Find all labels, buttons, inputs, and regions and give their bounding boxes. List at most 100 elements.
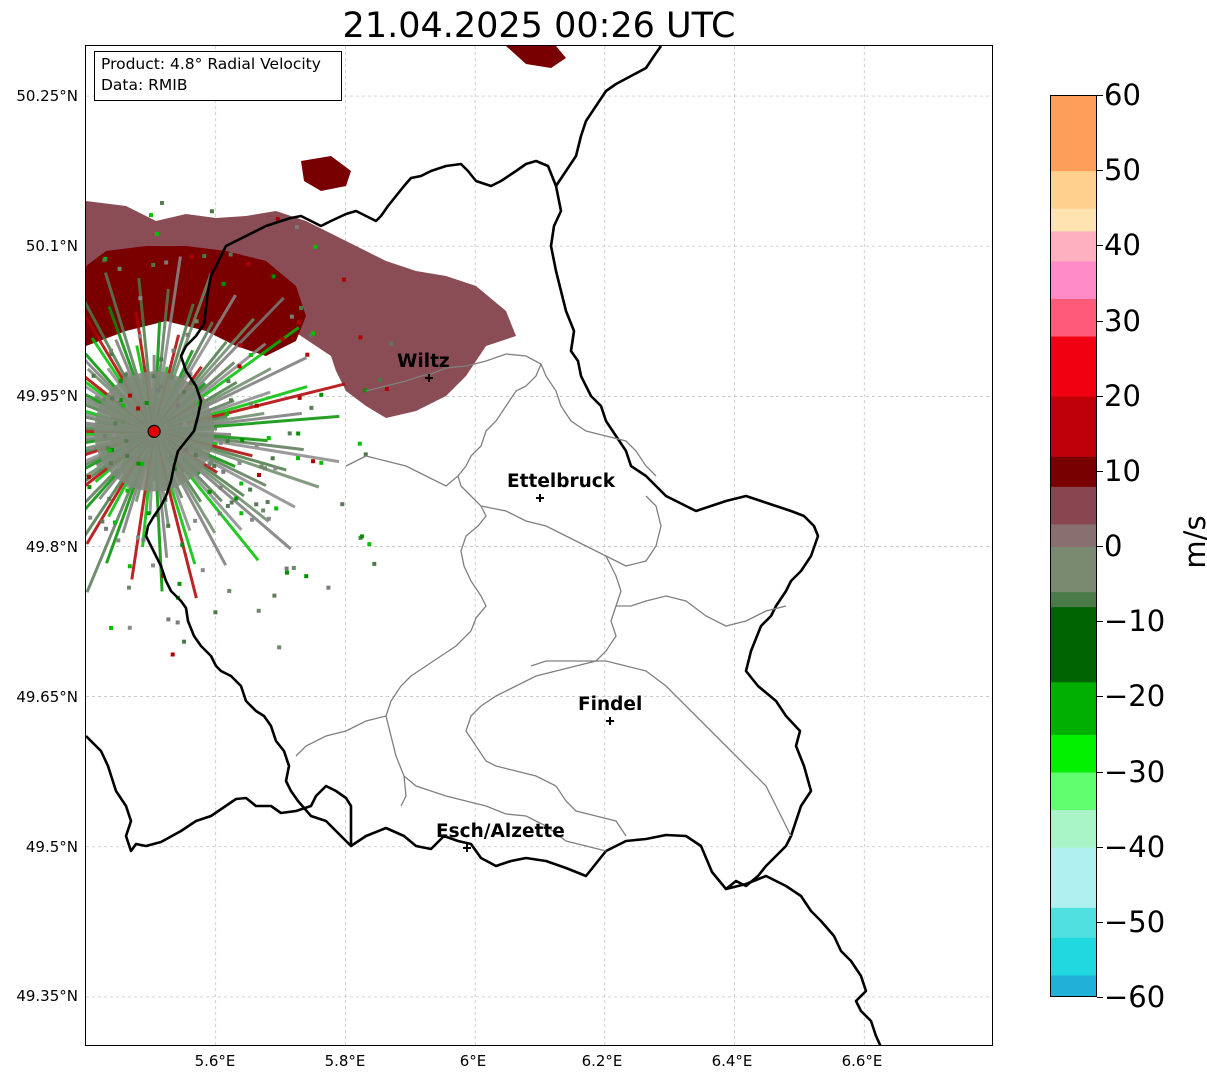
colorbar-tick-mark <box>1097 170 1103 172</box>
colorbar-tick-label: 50 <box>1104 153 1141 188</box>
echo-pixel <box>125 453 130 458</box>
echo-pixel <box>270 456 275 461</box>
country-border-belgium-france <box>86 735 353 853</box>
country-border-germany-south <box>725 874 882 1045</box>
echo-pixel <box>221 469 226 474</box>
echo-pixel <box>237 364 242 369</box>
echo-pixel <box>194 319 199 324</box>
echo-pixel <box>250 517 255 522</box>
echo-pixel <box>112 520 117 525</box>
echo-pixel <box>182 639 187 644</box>
radar-site-marker[interactable] <box>147 424 161 438</box>
city-marker-findel <box>606 717 614 725</box>
city-marker-wiltz <box>425 374 433 382</box>
echo-pixel <box>176 454 181 459</box>
echo-pixel <box>313 244 318 249</box>
echo-pixel <box>239 481 244 486</box>
echo-pixel <box>367 542 372 547</box>
city-label-ettelbruck: Ettelbruck <box>507 471 616 492</box>
echo-pixel <box>289 314 294 319</box>
echo-pixel <box>182 390 187 395</box>
colorbar-segment <box>1051 171 1096 210</box>
colorbar-tick-label: −60 <box>1104 980 1166 1014</box>
colorbar-segment <box>1051 524 1096 548</box>
echo-pixel <box>118 398 123 403</box>
echo-pixel <box>291 565 296 570</box>
echo-pixel <box>359 534 364 539</box>
city-marker-ettelbruck <box>536 494 544 502</box>
echo-pixel <box>209 209 214 214</box>
echo-pixel <box>275 216 280 221</box>
echo-pixel <box>102 397 107 402</box>
echo-pixel <box>189 254 194 259</box>
echo-pixel <box>154 231 159 236</box>
echo-pixel <box>127 625 132 630</box>
echo-pixel <box>146 511 151 516</box>
echo-pixel <box>158 384 163 389</box>
echo-pixel <box>225 439 230 444</box>
echo-pixel <box>177 581 182 586</box>
colorbar-segment <box>1051 396 1096 458</box>
echo-pixel <box>277 645 282 650</box>
colorbar-tick-mark <box>1097 245 1103 247</box>
colorbar-segment <box>1051 261 1096 300</box>
colorbar-tick-mark <box>1097 320 1103 322</box>
colorbar-segment <box>1051 682 1096 736</box>
echo-pixel <box>117 464 122 469</box>
echo-pixel <box>107 448 112 453</box>
echo-pixel <box>280 337 285 342</box>
echo-pixel <box>100 519 105 524</box>
echo-pixel <box>248 401 253 406</box>
colorbar-segment <box>1051 847 1096 909</box>
echo-pixel <box>183 422 188 427</box>
echo-pixel <box>148 213 153 218</box>
echo-pixel <box>254 442 259 447</box>
echo-pixel <box>185 332 190 337</box>
echo-pixel <box>319 460 324 465</box>
echo-pixel <box>209 460 214 465</box>
echo-pixel <box>140 461 145 466</box>
echo-region-strong <box>86 246 306 356</box>
echo-pixel <box>311 459 316 464</box>
echo-pixel <box>117 266 122 271</box>
echo-pixel <box>188 372 193 377</box>
colorbar-tick-mark <box>1097 395 1103 397</box>
echo-pixel <box>296 431 301 436</box>
echo-pixel <box>180 543 185 548</box>
map-title: 21.04.2025 00:26 UTC <box>342 6 736 46</box>
echo-pixel <box>254 403 259 408</box>
echo-pixel <box>175 620 180 625</box>
echo-pixel <box>271 274 276 279</box>
echo-pixel <box>229 500 234 505</box>
echo-pixel <box>127 564 132 569</box>
echo-pixel <box>87 485 92 490</box>
colorbar-tick-label: −30 <box>1104 754 1166 789</box>
colorbar-tick-mark <box>1097 621 1103 623</box>
echo-pixel <box>273 466 278 471</box>
echo-pixel <box>89 445 94 450</box>
echo-pixel <box>372 561 377 566</box>
echo-pixel <box>266 516 271 521</box>
echo-pixel <box>266 436 271 441</box>
lon-label: 6°E <box>459 1052 487 1070</box>
echo-pixel <box>246 261 251 266</box>
colorbar-segment <box>1051 907 1096 939</box>
echo-pixel <box>239 511 244 516</box>
echo-pixel <box>256 608 261 613</box>
echo-pixel <box>259 464 264 469</box>
echo-pixel <box>169 456 174 461</box>
echo-pixel <box>287 431 292 436</box>
colorbar-tick-label: −10 <box>1104 604 1166 639</box>
colorbar-tick-mark <box>1097 95 1103 96</box>
echo-pixel <box>226 379 231 384</box>
colorbar-tick-mark <box>1097 997 1103 998</box>
colorbar-tick-label: −20 <box>1104 679 1166 714</box>
map-panel[interactable] <box>85 45 993 1046</box>
echo-pixel <box>218 440 223 445</box>
echo-pixel <box>228 398 233 403</box>
echo-pixel <box>104 526 109 531</box>
echo-pixel <box>284 566 289 571</box>
echo-pixel <box>238 343 243 348</box>
echo-pixel <box>296 320 301 325</box>
echo-cluster-top <box>506 46 566 68</box>
